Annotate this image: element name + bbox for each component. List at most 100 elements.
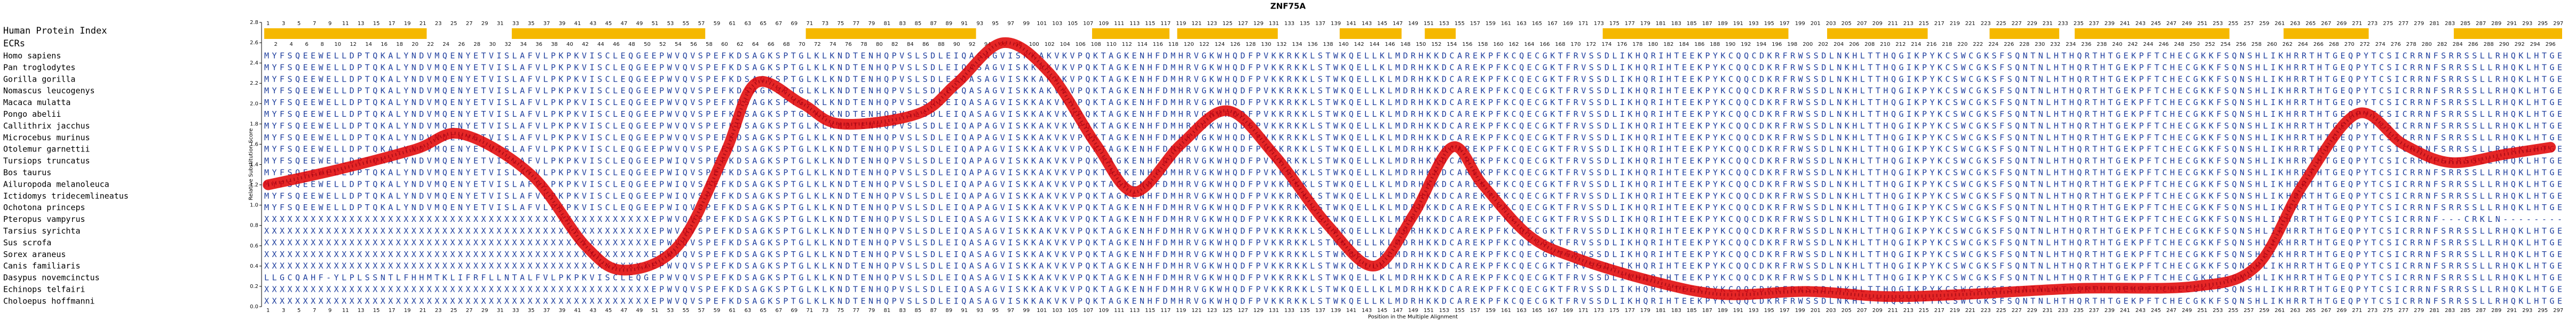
- bottom-position-label: 263: [2290, 308, 2300, 314]
- bottom-position-label: 295: [2538, 308, 2548, 314]
- position-label: 125: [1222, 21, 1232, 27]
- position-label: 150: [1416, 42, 1426, 47]
- position-label: 112: [1122, 42, 1132, 47]
- y-tick-label: 0.6: [250, 243, 258, 249]
- species-name: Otolemur garnettii: [3, 145, 90, 154]
- position-label: 97: [1007, 21, 1014, 27]
- position-label: 54: [675, 42, 682, 47]
- bottom-position-label: 207: [1857, 308, 1867, 314]
- bottom-position-label: 125: [1222, 308, 1232, 314]
- position-label: 184: [1679, 42, 1689, 47]
- position-label: 104: [1060, 42, 1070, 47]
- bottom-position-label: 19: [404, 308, 411, 314]
- bottom-position-label: 109: [1099, 308, 1109, 314]
- sequence-row: MYFSQEEWELLDPTQKALYNDVMQENYETVISLAFVLPKP…: [264, 74, 2562, 84]
- position-label: 133: [1284, 21, 1294, 27]
- position-label: 111: [1114, 21, 1124, 27]
- position-label: 172: [1586, 42, 1596, 47]
- position-label: 156: [1462, 42, 1472, 47]
- position-label: 293: [2522, 21, 2532, 27]
- position-label: 32: [504, 42, 511, 47]
- x-axis-label: Position in the Multiple Alignment: [1368, 314, 1458, 320]
- position-label: 235: [2074, 21, 2084, 27]
- bottom-position-label: 149: [1408, 308, 1418, 314]
- bottom-position-label: 231: [2043, 308, 2053, 314]
- bottom-position-label: 259: [2259, 308, 2269, 314]
- position-label: 216: [1926, 42, 1937, 47]
- position-label: 63: [745, 21, 752, 27]
- position-label: 272: [2360, 42, 2370, 47]
- position-label: 116: [1153, 42, 1163, 47]
- position-label: 177: [1625, 21, 1635, 27]
- bottom-position-label: 219: [1950, 308, 1960, 314]
- position-label: 43: [590, 21, 597, 27]
- position-label: 120: [1184, 42, 1194, 47]
- bottom-position-label: 245: [2151, 308, 2161, 314]
- bottom-position-label: 15: [373, 308, 380, 314]
- bottom-position-label: 103: [1052, 308, 1062, 314]
- position-label: 69: [791, 21, 798, 27]
- position-label: 47: [621, 21, 628, 27]
- sequence-row: MYFSQEEWELLDPTQKALYNDVMQENYETVISLAFVLPKP…: [264, 191, 2562, 201]
- position-label: 276: [2391, 42, 2401, 47]
- position-label: 31: [497, 21, 504, 27]
- sequence-row: MYFSQEEWELLDPTQKALYNDVMQENYETVISLAFVLPKP…: [264, 145, 2562, 154]
- species-name: Homo sapiens: [3, 51, 61, 61]
- position-label: 154: [1447, 42, 1457, 47]
- position-label: 267: [2321, 21, 2331, 27]
- position-label: 3: [282, 21, 285, 27]
- position-label: 128: [1246, 42, 1256, 47]
- position-label: 118: [1168, 42, 1179, 47]
- position-label: 225: [1996, 21, 2006, 27]
- position-label: 296: [2546, 42, 2556, 47]
- position-label: 70: [799, 42, 805, 47]
- bottom-position-label: 171: [1578, 308, 1589, 314]
- ecr-bar: [264, 28, 427, 39]
- position-label: 99: [1023, 21, 1030, 27]
- header-label: Human Protein Index: [3, 26, 107, 36]
- y-tick-label: 0.4: [250, 263, 258, 269]
- bottom-position-label: 211: [1888, 308, 1898, 314]
- position-label: 291: [2507, 21, 2517, 27]
- bottom-position-label: 131: [1269, 308, 1279, 314]
- bottom-position-label: 39: [559, 308, 566, 314]
- bottom-position-label: 57: [698, 308, 705, 314]
- position-label: 247: [2166, 21, 2176, 27]
- position-label: 278: [2406, 42, 2416, 47]
- ecr-bar: [511, 28, 706, 39]
- position-label: 61: [729, 21, 736, 27]
- position-label: 277: [2398, 21, 2408, 27]
- position-label: 220: [1957, 42, 1967, 47]
- position-label: 130: [1261, 42, 1271, 47]
- bottom-position-label: 269: [2336, 308, 2346, 314]
- sequence-row: MYFSQEEWELLDPTQKALYNDVMQENYETVISLAFVLPKP…: [264, 168, 2562, 178]
- position-label: 83: [899, 21, 906, 27]
- sequence-row: MYFSQEEWELLDPTQKALYNDVMQENYETVISLAFVLPKP…: [264, 109, 2562, 119]
- bottom-position-label: 13: [358, 308, 365, 314]
- position-label: 199: [1795, 21, 1805, 27]
- position-label: 212: [1895, 42, 1906, 47]
- position-label: 60: [721, 42, 728, 47]
- position-label: 295: [2538, 21, 2548, 27]
- bottom-position-label: 183: [1671, 308, 1681, 314]
- bottom-position-label: 21: [420, 308, 426, 314]
- position-label: 51: [652, 21, 659, 27]
- bottom-position-label: 209: [1872, 308, 1883, 314]
- species-name: Dasypus novemcinctus: [3, 273, 100, 283]
- position-label: 281: [2429, 21, 2439, 27]
- position-label: 282: [2437, 42, 2447, 47]
- position-label: 178: [1632, 42, 1642, 47]
- bottom-position-label: 189: [1718, 308, 1728, 314]
- position-label: 158: [1477, 42, 1488, 47]
- position-label: 10: [334, 42, 341, 47]
- species-name: Pan troglodytes: [3, 62, 75, 72]
- position-label: 283: [2445, 21, 2455, 27]
- position-label: 174: [1601, 42, 1611, 47]
- bottom-position-label: 43: [590, 308, 597, 314]
- position-label: 167: [1547, 21, 1558, 27]
- position-label: 253: [2212, 21, 2223, 27]
- bottom-position-label: 293: [2522, 308, 2532, 314]
- position-label: 20: [412, 42, 418, 47]
- position-label: 196: [1772, 42, 1782, 47]
- bottom-position-label: 181: [1656, 308, 1666, 314]
